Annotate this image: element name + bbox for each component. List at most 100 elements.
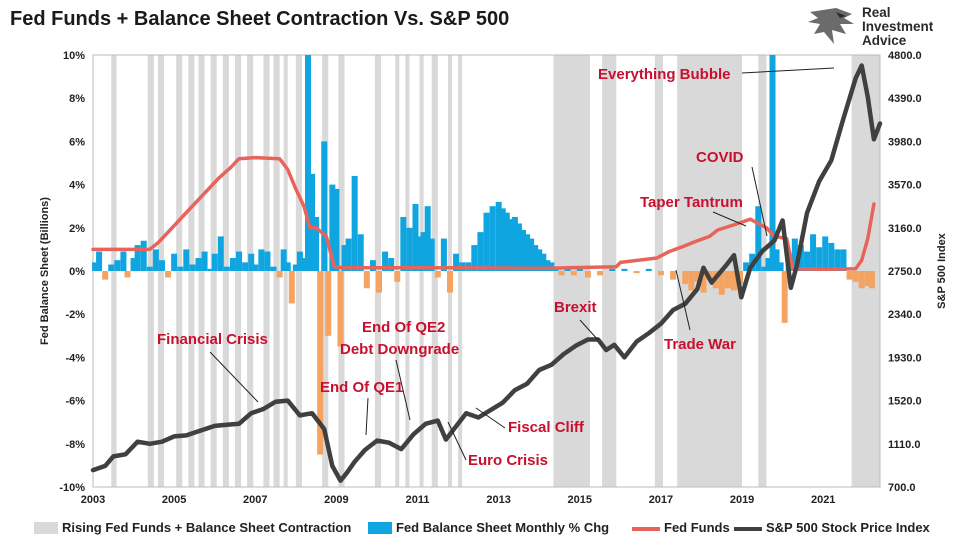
y-left-tick-label: -2% xyxy=(65,309,85,321)
y-right-tick-label: 1520.0 xyxy=(888,396,922,408)
balance-sheet-bar xyxy=(609,268,616,271)
balance-sheet-bar xyxy=(183,249,190,271)
annotation-pointer xyxy=(741,67,835,74)
balance-sheet-bar xyxy=(540,253,547,271)
balance-sheet-bar xyxy=(321,141,328,271)
balance-sheet-bar xyxy=(333,188,340,271)
x-tick-label: 2011 xyxy=(406,494,430,506)
balance-sheet-bar xyxy=(305,55,312,271)
balance-sheet-bar xyxy=(296,251,303,271)
balance-sheet-bar xyxy=(511,217,518,271)
balance-sheet-bar xyxy=(369,260,376,271)
balance-sheet-bar xyxy=(264,251,271,271)
balance-sheet-bar xyxy=(718,271,725,295)
balance-sheet-bar xyxy=(471,245,478,271)
balance-sheet-bar xyxy=(846,271,853,280)
annotation-label: Financial Crisis xyxy=(157,331,268,348)
shaded-period xyxy=(431,55,438,487)
balance-sheet-bar xyxy=(810,234,817,271)
y-left-tick-label: 10% xyxy=(63,50,85,62)
balance-sheet-bar xyxy=(252,264,259,271)
y-right-tick-label: 2340.0 xyxy=(888,309,922,321)
balance-sheet-bar xyxy=(834,249,841,271)
x-tick-label: 2015 xyxy=(568,494,592,506)
balance-sheet-bar xyxy=(453,253,460,271)
balance-sheet-bar xyxy=(797,245,804,271)
balance-sheet-bar xyxy=(868,271,875,289)
legend-swatch-spx xyxy=(734,527,762,531)
balance-sheet-bar xyxy=(317,271,324,455)
balance-sheet-bar xyxy=(130,258,137,271)
y-right-tick-label: 4800.0 xyxy=(888,50,922,62)
balance-sheet-bar xyxy=(576,268,583,271)
balance-sheet-bar xyxy=(564,268,571,271)
logo-line-3: Advice xyxy=(862,33,907,48)
balance-sheet-bar xyxy=(329,184,336,271)
balance-sheet-bar xyxy=(536,249,543,271)
y-right-tick-label: 1930.0 xyxy=(888,352,922,364)
balance-sheet-bar xyxy=(688,271,695,291)
y-right-tick-label: 1110.0 xyxy=(888,439,920,451)
brand-logo: Real Investment Advice xyxy=(806,4,956,48)
balance-sheet-bar xyxy=(520,229,527,271)
balance-sheet-bar xyxy=(400,217,407,271)
legend-label-fedfunds: Fed Funds xyxy=(664,520,730,535)
balance-sheet-bar xyxy=(325,271,332,336)
y-left-tick-label: -4% xyxy=(65,352,85,364)
annotation-pointer xyxy=(395,359,411,421)
shaded-period xyxy=(198,55,205,487)
annotation-pointer xyxy=(675,269,691,331)
balance-sheet-bar xyxy=(791,238,798,271)
balance-sheet-bar xyxy=(229,258,236,271)
chart-legend: Rising Fed Funds + Balance Sheet Contrac… xyxy=(0,518,965,538)
balance-sheet-bar xyxy=(816,247,823,271)
legend-label-spx: S&P 500 Stock Price Index xyxy=(766,520,930,535)
y-right-tick-label: 700.0 xyxy=(888,482,916,494)
balance-sheet-bar xyxy=(852,271,859,282)
balance-sheet-bar xyxy=(440,238,447,271)
balance-sheet-bar xyxy=(864,271,871,287)
balance-sheet-bar xyxy=(434,271,441,278)
legend-swatch-shade xyxy=(34,522,58,534)
x-tick-label: 2013 xyxy=(486,494,510,506)
balance-sheet-bar xyxy=(217,236,224,271)
y-right-tick-label: 3980.0 xyxy=(888,136,922,148)
balance-sheet-bar xyxy=(621,268,628,271)
balance-sheet-bar xyxy=(258,249,265,271)
balance-sheet-bar xyxy=(822,236,829,271)
balance-sheet-bar xyxy=(495,201,502,271)
balance-sheet-bar xyxy=(357,234,364,271)
balance-sheet-bar xyxy=(489,206,496,271)
balance-sheet-bar xyxy=(120,251,127,271)
balance-sheet-bar xyxy=(446,271,453,293)
annotation-label: Debt Downgrade xyxy=(340,341,459,358)
balance-sheet-bar xyxy=(781,271,788,323)
balance-sheet-bar xyxy=(777,262,784,271)
balance-sheet-bar xyxy=(337,271,344,347)
balance-sheet-bar xyxy=(477,232,484,271)
balance-sheet-bar xyxy=(375,271,382,293)
balance-sheet-bar xyxy=(406,227,413,271)
balance-sheet-bar xyxy=(242,262,249,271)
y-left-tick-label: 8% xyxy=(69,93,85,105)
balance-sheet-bar xyxy=(300,258,307,271)
balance-sheet-bar xyxy=(341,245,348,271)
balance-sheet-bar xyxy=(114,260,121,271)
logo-line-2: Investment xyxy=(862,19,934,34)
balance-sheet-bar xyxy=(700,271,707,293)
x-tick-label: 2021 xyxy=(811,494,835,506)
y-right-tick-label: 2750.0 xyxy=(888,266,922,278)
balance-sheet-bar xyxy=(158,260,165,271)
annotation-label: Fiscal Cliff xyxy=(508,419,585,436)
y-left-axis-label: Fed Balance Sheet (Billions) xyxy=(39,197,51,345)
x-tick-label: 2005 xyxy=(162,494,186,506)
balance-sheet-bar xyxy=(532,245,539,271)
balance-sheet-bar xyxy=(694,271,701,282)
balance-sheet-bar xyxy=(388,258,395,271)
balance-sheet-bar xyxy=(134,245,141,271)
balance-sheet-bar xyxy=(152,249,159,271)
balance-sheet-bar xyxy=(124,271,131,278)
balance-sheet-bar xyxy=(96,251,103,271)
balance-sheet-bar xyxy=(412,204,419,271)
balance-sheet-bar xyxy=(211,253,218,271)
